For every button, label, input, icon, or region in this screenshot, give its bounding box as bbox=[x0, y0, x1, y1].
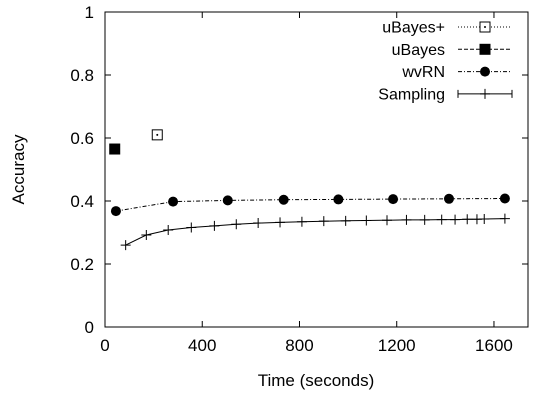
y-axis-title: Accuracy bbox=[9, 134, 28, 204]
x-tick-label: 1200 bbox=[378, 336, 416, 355]
axis-ticks bbox=[104, 11, 528, 328]
legend-label: uBayes bbox=[392, 42, 445, 59]
y-tick-label: 0.2 bbox=[70, 255, 94, 274]
point-sampling bbox=[163, 224, 174, 235]
legend-label: Sampling bbox=[378, 86, 445, 103]
x-tick-labels: 0 400 800 1200 1600 bbox=[100, 336, 513, 355]
legend-line-caps bbox=[457, 89, 513, 98]
y-tick-label: 0 bbox=[85, 318, 94, 337]
series-line-wvrn bbox=[115, 198, 505, 212]
legend-item-wvrn: wvRN bbox=[401, 64, 512, 81]
point-sampling bbox=[209, 220, 220, 231]
legend-item-sampling: Sampling bbox=[378, 86, 513, 103]
plot-frame bbox=[104, 11, 529, 328]
point-sampling bbox=[419, 214, 430, 225]
point-wvrn bbox=[168, 196, 179, 207]
point-sampling bbox=[450, 214, 461, 225]
legend: uBayes+ uBayes wvRN Sampling bbox=[378, 20, 513, 103]
point-sampling bbox=[499, 213, 510, 224]
point-wvrn bbox=[333, 194, 344, 205]
x-tick-label: 1600 bbox=[475, 336, 513, 355]
legend-marker bbox=[479, 43, 491, 55]
point-wvrn bbox=[110, 206, 121, 217]
point-wvrn bbox=[499, 193, 510, 204]
point-sampling bbox=[401, 214, 412, 225]
series-wvrn bbox=[110, 193, 510, 217]
marker-dot bbox=[484, 26, 486, 28]
point-ubayes bbox=[151, 129, 163, 141]
legend-marker bbox=[479, 21, 491, 33]
point-wvrn bbox=[278, 194, 289, 205]
point-sampling bbox=[479, 213, 490, 224]
point-wvrn bbox=[388, 194, 399, 205]
point-sampling bbox=[318, 216, 329, 227]
point-sampling bbox=[231, 219, 242, 230]
marker-dot bbox=[156, 133, 159, 136]
y-tick-label: 1 bbox=[85, 3, 94, 22]
point-sampling bbox=[186, 222, 197, 233]
y-tick-label: 0.8 bbox=[70, 66, 94, 85]
series-line-sampling bbox=[125, 218, 505, 246]
x-tick-label: 0 bbox=[100, 336, 109, 355]
data-series bbox=[109, 129, 510, 251]
series-ubayes bbox=[151, 129, 163, 141]
legend-item-ubayes: uBayes bbox=[392, 42, 512, 59]
legend-marker bbox=[480, 66, 490, 77]
y-tick-label: 0.6 bbox=[70, 129, 94, 148]
point-ubayes bbox=[109, 143, 121, 155]
point-sampling bbox=[141, 230, 152, 241]
y-tick-label: 0.4 bbox=[70, 192, 94, 211]
point-sampling bbox=[436, 214, 447, 225]
legend-label: wvRN bbox=[401, 64, 445, 81]
x-tick-label: 800 bbox=[285, 336, 313, 355]
point-sampling bbox=[275, 217, 286, 228]
legend-item-ubayes: uBayes+ bbox=[382, 20, 512, 37]
y-tick-labels: 0 0.2 0.4 0.6 0.8 1 bbox=[70, 3, 94, 337]
point-sampling bbox=[382, 215, 392, 226]
x-tick-label: 400 bbox=[188, 336, 216, 355]
point-sampling bbox=[296, 216, 307, 227]
point-wvrn bbox=[443, 193, 454, 204]
point-sampling bbox=[120, 240, 131, 251]
legend-label: uBayes+ bbox=[382, 20, 445, 37]
legend-marker bbox=[480, 88, 490, 99]
point-sampling bbox=[462, 214, 473, 225]
x-axis-title: Time (seconds) bbox=[258, 371, 375, 390]
point-wvrn bbox=[222, 195, 233, 206]
point-sampling bbox=[253, 218, 264, 229]
series-ubayes bbox=[109, 143, 121, 155]
point-sampling bbox=[361, 215, 372, 226]
point-sampling bbox=[340, 215, 351, 226]
series-sampling bbox=[120, 213, 510, 251]
